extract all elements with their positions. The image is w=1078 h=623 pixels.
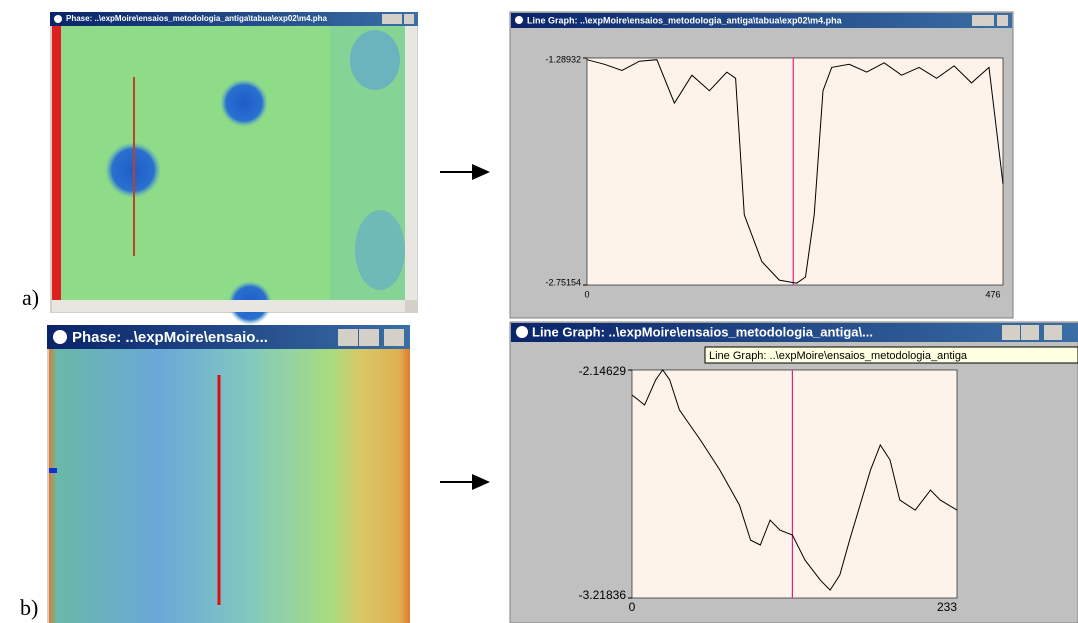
window-title: Line Graph: ..\expMoire\ensaios_metodolo…	[532, 324, 873, 339]
tooltip-text: Line Graph: ..\expMoire\ensaios_metodolo…	[709, 350, 968, 362]
window-icon	[54, 15, 62, 23]
phase-map-edge	[52, 26, 61, 300]
title-bar	[511, 323, 1078, 342]
image-window: Phase: ..\expMoire\ensaio...	[47, 325, 410, 623]
tooltip: Line Graph: ..\expMoire\ensaios_metodolo…	[704, 346, 1078, 364]
title-bar	[50, 12, 418, 26]
phase-map-shade	[355, 210, 405, 290]
window-icon	[516, 326, 528, 338]
x-tick-label: 0	[629, 600, 636, 614]
window-title: Phase: ..\expMoire\ensaio...	[72, 329, 268, 346]
y-tick-label: -1.28932	[545, 54, 581, 64]
window-icon	[515, 16, 523, 24]
image-window: Phase: ..\expMoire\ensaios_metodologia_a…	[50, 12, 418, 325]
y-tick-label: -2.14629	[579, 364, 627, 378]
panel-label: b)	[20, 595, 38, 620]
marker	[49, 468, 57, 473]
profile-curve	[586, 59, 1004, 284]
window-buttons[interactable]	[972, 15, 1008, 26]
window-buttons[interactable]	[1002, 325, 1062, 340]
y-tick-label: -3.21836	[579, 588, 627, 602]
window-buttons[interactable]	[382, 14, 414, 24]
tooltip-box	[704, 346, 1078, 364]
arrow	[440, 474, 490, 490]
plot-area	[586, 57, 1004, 286]
x-tick-label: 476	[985, 289, 1000, 299]
window-icon	[53, 330, 67, 344]
profile-curve	[631, 369, 958, 591]
title-bar	[511, 13, 1012, 28]
phase-spot	[220, 79, 268, 127]
scrollbar[interactable]	[52, 300, 405, 312]
window-title: Line Graph: ..\expMoire\ensaios_metodolo…	[527, 15, 843, 25]
window-title: Phase: ..\expMoire\ensaios_metodologia_a…	[66, 14, 328, 23]
x-tick-label: 233	[937, 600, 957, 614]
scrollbar[interactable]	[405, 26, 417, 300]
window-buttons[interactable]	[338, 329, 404, 346]
x-tick-label: 0	[584, 289, 589, 299]
phase-map	[49, 349, 410, 623]
panel-label: a)	[22, 285, 39, 310]
phase-map-shade	[350, 30, 400, 90]
arrow	[440, 164, 490, 180]
y-tick-label: -2.75154	[545, 277, 581, 287]
plot-area	[631, 369, 958, 599]
